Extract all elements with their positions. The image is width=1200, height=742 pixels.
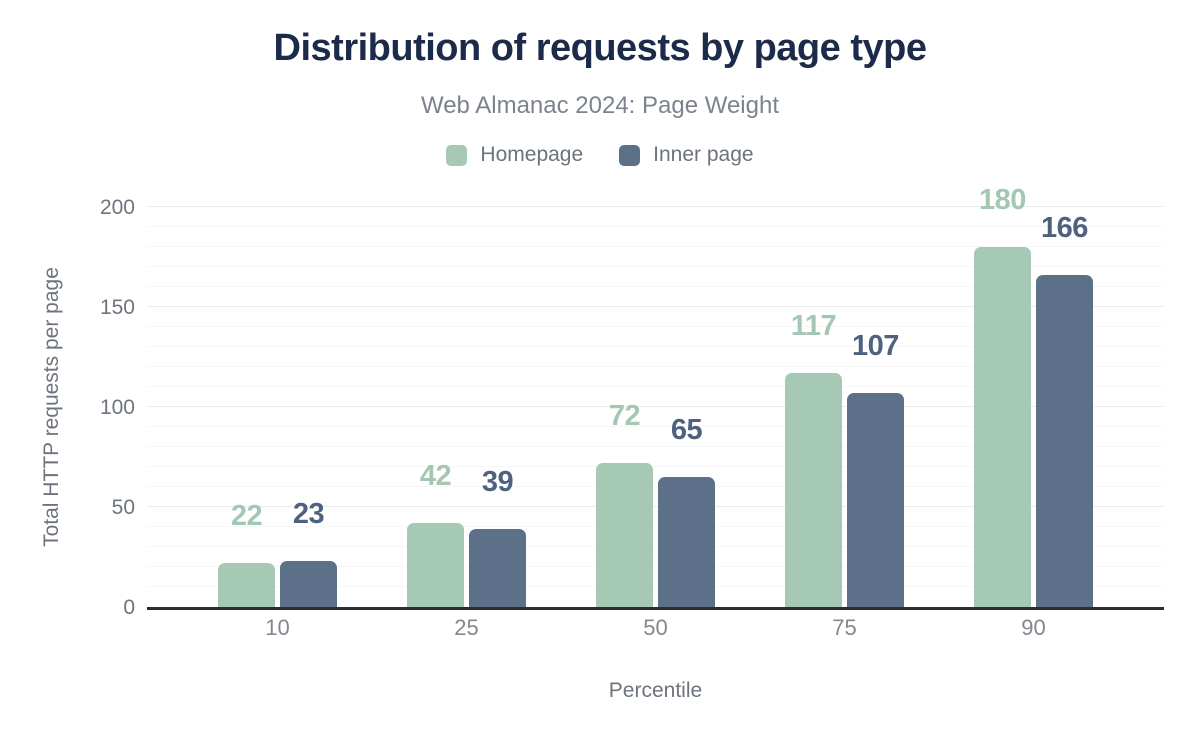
- gridline: [147, 486, 1164, 487]
- bar-inner-page-p75: [847, 393, 904, 607]
- chart-subtitle: Web Almanac 2024: Page Weight: [420, 92, 779, 119]
- bar-homepage-p90: [974, 247, 1031, 607]
- gridline: [147, 446, 1164, 447]
- gridline: [147, 546, 1164, 547]
- legend-label: Homepage: [480, 143, 584, 166]
- legend: Homepage Inner page: [0, 143, 1200, 167]
- y-tick-label: 0: [123, 596, 135, 619]
- x-tick-label: 25: [454, 615, 479, 640]
- bar-value-label: 39: [481, 466, 514, 498]
- bar-value-label: 166: [1041, 212, 1088, 244]
- gridline: [147, 526, 1164, 527]
- legend-swatch: [619, 144, 641, 166]
- bar-value-label: 65: [670, 414, 703, 446]
- bar-value-label: 23: [292, 498, 325, 530]
- gridline: [147, 306, 1164, 307]
- legend-item: Homepage: [446, 143, 583, 167]
- gridline: [147, 386, 1164, 387]
- y-tick-label: 150: [99, 296, 135, 319]
- legend-item: Inner page: [619, 143, 754, 167]
- bar-inner-page-p10: [280, 561, 337, 607]
- bar-homepage-p10: [218, 563, 275, 607]
- gridline: [147, 566, 1164, 567]
- bar-value-label: 22: [230, 500, 263, 532]
- bar-inner-page-p50: [658, 477, 715, 607]
- gridline: [147, 406, 1164, 407]
- gridline: [147, 426, 1164, 427]
- gridline: [147, 266, 1164, 267]
- x-tick-label: 90: [1021, 615, 1046, 640]
- gridline: [147, 246, 1164, 247]
- bar-inner-page-p90: [1036, 275, 1093, 607]
- x-tick-label: 10: [265, 615, 290, 640]
- bar-homepage-p75: [785, 373, 842, 607]
- gridline: [147, 366, 1164, 367]
- x-tick-label: 75: [832, 615, 857, 640]
- bar-value-label: 117: [790, 310, 837, 342]
- bar-homepage-p50: [596, 463, 653, 607]
- x-axis-title: Percentile: [608, 679, 703, 702]
- y-tick-label: 50: [111, 496, 135, 519]
- gridline: [147, 326, 1164, 327]
- bar-inner-page-p25: [469, 529, 526, 607]
- gridline: [147, 286, 1164, 287]
- bar-value-label: 107: [852, 330, 899, 362]
- gridline: [147, 586, 1164, 587]
- bar-value-label: 180: [979, 184, 1026, 216]
- y-tick-label: 100: [99, 396, 135, 419]
- chart-title: Distribution of requests by page type: [273, 27, 927, 69]
- legend-swatch: [446, 144, 468, 166]
- x-tick-label: 50: [643, 615, 668, 640]
- gridline: [147, 206, 1164, 207]
- y-tick-label: 200: [99, 196, 135, 219]
- bar-value-label: 42: [419, 460, 452, 492]
- plot-area: 22 23 42 39 72 65 117 107 180 166: [147, 186, 1164, 610]
- bar-homepage-p25: [407, 523, 464, 607]
- bar-value-label: 72: [608, 400, 641, 432]
- gridline: [147, 466, 1164, 467]
- gridline: [147, 346, 1164, 347]
- legend-label: Inner page: [653, 143, 754, 166]
- gridline: [147, 226, 1164, 227]
- gridline: [147, 506, 1164, 507]
